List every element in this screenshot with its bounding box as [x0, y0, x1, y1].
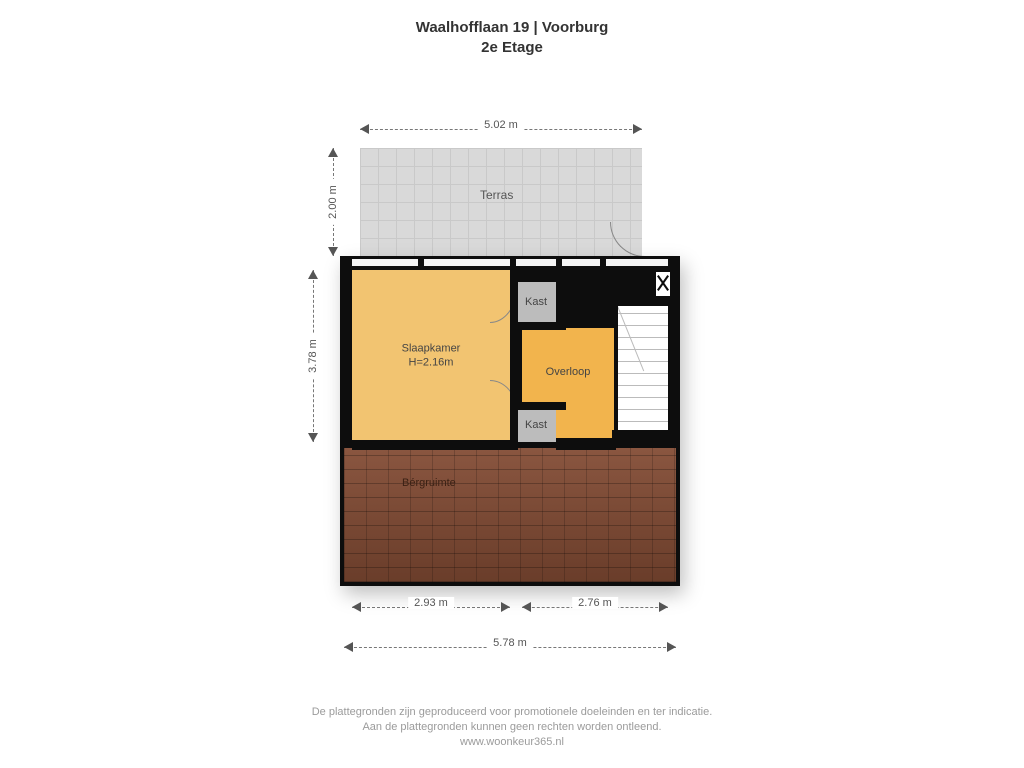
slaapkamer-label: Slaapkamer H=2.16m — [402, 342, 461, 371]
dim-left-terrace-label: 2.00 m — [327, 179, 339, 225]
title-line-1: Waalhofflaan 19 | Voorburg — [0, 18, 1024, 38]
window-mullion — [600, 256, 606, 268]
room-slaapkamer: Slaapkamer H=2.16m — [352, 270, 510, 442]
footer-line-2: Aan de plattegronden kunnen geen rechten… — [0, 720, 1024, 735]
dim-top: 5.02 m — [360, 122, 642, 136]
dim-bottom-right-label: 2.76 m — [572, 597, 618, 609]
room-kast-top: Kast — [516, 282, 556, 322]
dim-left-rooms: 3.78 m — [306, 270, 320, 442]
overloop-label: Overloop — [546, 365, 591, 379]
kast-top-label: Kast — [525, 295, 547, 309]
wall-segment — [510, 270, 518, 328]
wall-segment — [510, 374, 518, 448]
wall-segment — [510, 402, 566, 410]
wall-segment — [352, 440, 518, 450]
roof-hatch-icon — [654, 270, 672, 298]
kast-bottom-label: Kast — [525, 418, 547, 432]
dim-bottom-total-label: 5.78 m — [487, 637, 533, 649]
footer-line-1: De plattegronden zijn geproduceerd voor … — [0, 705, 1024, 720]
page-title-block: Waalhofflaan 19 | Voorburg 2e Etage — [0, 18, 1024, 59]
title-line-2: 2e Etage — [0, 38, 1024, 58]
dim-top-label: 5.02 m — [478, 119, 524, 131]
dim-bottom-right: 2.76 m — [522, 600, 668, 614]
terrace-label: Terras — [480, 188, 513, 202]
window-mullion — [510, 256, 516, 268]
dim-bottom-total: 5.78 m — [344, 640, 676, 654]
dim-bottom-left-label: 2.93 m — [408, 597, 454, 609]
room-terrace — [360, 148, 642, 256]
wall-segment — [556, 438, 616, 450]
wall-segment — [558, 270, 566, 324]
stairwell — [618, 306, 668, 434]
wall-segment — [612, 430, 676, 440]
floorplan-stage: 5.02 m 2.00 m 3.78 m Terras Bérgruimte S… — [300, 130, 720, 690]
wall-segment — [612, 270, 620, 306]
room-bergruimte: Bérgruimte — [344, 448, 676, 582]
window-mullion — [556, 256, 562, 268]
footer-line-3: www.woonkeur365.nl — [0, 735, 1024, 750]
dim-bottom-left: 2.93 m — [352, 600, 510, 614]
footer-block: De plattegronden zijn geproduceerd voor … — [0, 705, 1024, 750]
room-kast-bottom: Kast — [516, 408, 556, 442]
window-mullion — [418, 256, 424, 268]
dim-left-rooms-label: 3.78 m — [307, 333, 319, 379]
bergruimte-label: Bérgruimte — [402, 476, 456, 490]
dim-left-terrace: 2.00 m — [326, 148, 340, 256]
